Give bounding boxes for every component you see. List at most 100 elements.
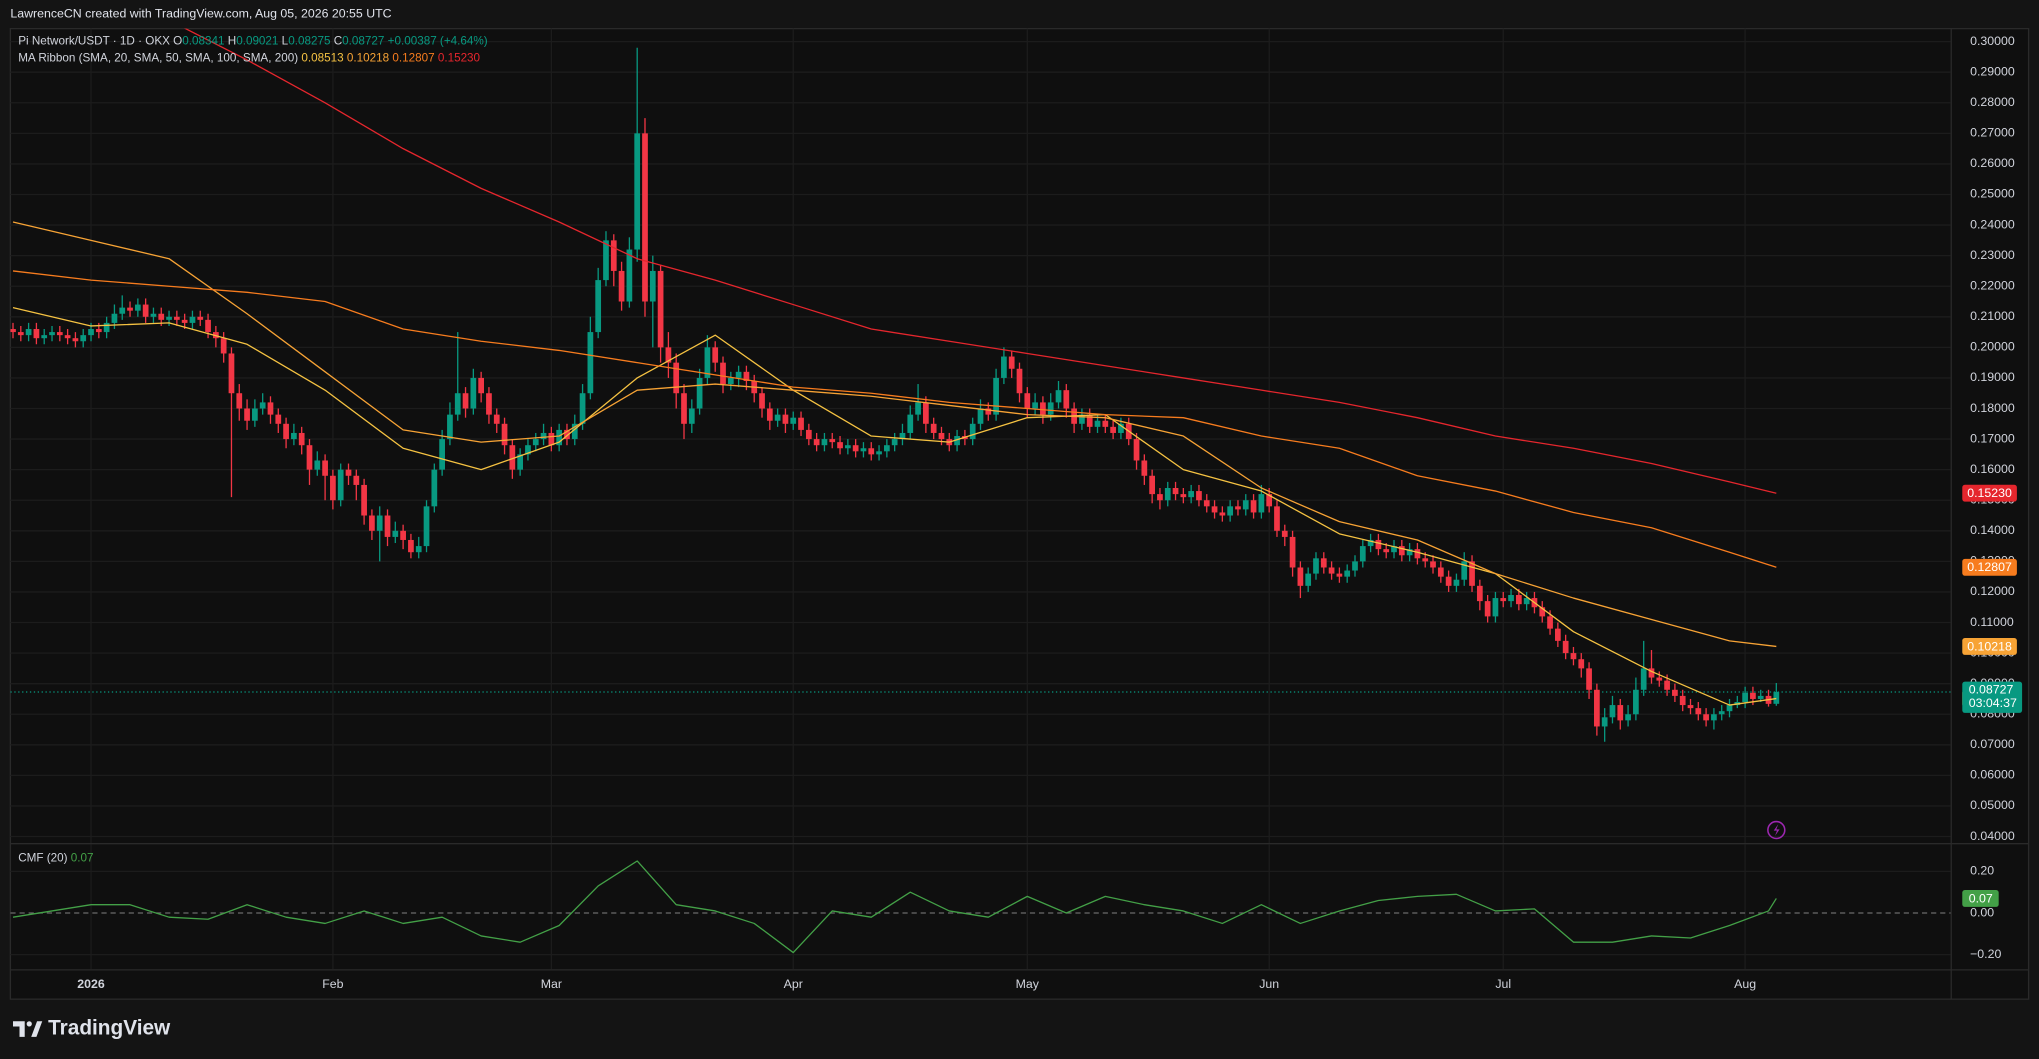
candle-body bbox=[876, 451, 882, 455]
candle-body bbox=[369, 515, 375, 531]
price-tag bbox=[1962, 637, 2017, 655]
candle-body bbox=[1219, 512, 1226, 516]
candle-body bbox=[1633, 689, 1639, 715]
candle-body bbox=[985, 408, 992, 415]
ma-line bbox=[12, 221, 1777, 648]
candle-body bbox=[298, 432, 305, 446]
candle-body bbox=[1274, 506, 1280, 531]
candle-body bbox=[1297, 567, 1304, 586]
candle-body bbox=[1492, 598, 1499, 617]
candle-body bbox=[1063, 390, 1070, 409]
price-tag-label: 0.10218 bbox=[1967, 639, 2012, 653]
change: +0.00387 (+4.64%) bbox=[388, 35, 488, 48]
y-tick-label: 0.05000 bbox=[1970, 798, 2015, 812]
candle-body bbox=[571, 423, 578, 440]
candle-body bbox=[1414, 549, 1421, 559]
candle-body bbox=[1258, 494, 1265, 513]
candle-body bbox=[205, 319, 211, 333]
candle-body bbox=[1164, 487, 1171, 501]
candle-body bbox=[1305, 573, 1312, 586]
ma-value: 0.15230 bbox=[438, 52, 481, 65]
cmf-line bbox=[12, 860, 1777, 954]
cmf-value: 0.07 bbox=[71, 852, 94, 865]
candle-body bbox=[759, 393, 765, 409]
candle-body bbox=[642, 133, 648, 302]
candle-body bbox=[1406, 549, 1413, 556]
candle-body bbox=[1227, 506, 1234, 516]
cmf-pane bbox=[12, 860, 1777, 954]
candle-body bbox=[470, 377, 477, 409]
ohlc-key: C bbox=[334, 35, 342, 48]
candle-body bbox=[1469, 561, 1475, 586]
candle-body bbox=[1648, 668, 1655, 678]
y-tick-label: 0.18000 bbox=[1970, 401, 2015, 415]
candle-body bbox=[189, 316, 196, 323]
candle-body bbox=[1352, 561, 1358, 571]
y-tick-label: 0.00 bbox=[1970, 905, 1994, 919]
candle-body bbox=[868, 448, 875, 455]
candle-body bbox=[1235, 506, 1241, 510]
current-price-tag bbox=[1962, 681, 2023, 713]
candle-body bbox=[181, 319, 188, 323]
y-tick-label: 0.25000 bbox=[1970, 187, 2015, 201]
candle-body bbox=[1250, 500, 1257, 513]
candle-body bbox=[1625, 714, 1631, 721]
candle-body bbox=[1617, 705, 1624, 721]
candle-body bbox=[540, 432, 547, 440]
candle-body bbox=[1523, 598, 1530, 605]
candle-body bbox=[1242, 500, 1249, 510]
ma-legend: MA Ribbon (SMA, 20, SMA, 50, SMA, 100, S… bbox=[18, 52, 480, 65]
candle-body bbox=[322, 460, 328, 476]
candle-body bbox=[595, 280, 602, 333]
ma-title: MA Ribbon (SMA, 20, SMA, 50, SMA, 100, S… bbox=[18, 52, 298, 65]
candle-body bbox=[1313, 558, 1319, 574]
candle-body bbox=[657, 270, 664, 348]
candle-body bbox=[275, 414, 282, 424]
y-tick-label: 0.07000 bbox=[1970, 737, 2015, 751]
candle-body bbox=[681, 393, 687, 424]
ohlc-key: H bbox=[228, 35, 236, 48]
candle-body bbox=[1032, 402, 1038, 409]
y-tick-label: 0.22000 bbox=[1970, 278, 2015, 292]
candle-body bbox=[1679, 695, 1686, 706]
candle-body bbox=[337, 469, 344, 501]
x-tick-label: Jul bbox=[1495, 977, 1511, 991]
candle-body bbox=[361, 484, 367, 516]
candle-body bbox=[1188, 491, 1195, 498]
brand: TradingView bbox=[48, 1017, 171, 1040]
candle-body bbox=[1328, 567, 1335, 574]
ohlc-value: 0.08727 bbox=[342, 35, 384, 48]
candle-body bbox=[291, 432, 297, 440]
y-tick-label: 0.11000 bbox=[1970, 615, 2014, 629]
candle-body bbox=[259, 402, 266, 409]
candle-body bbox=[673, 362, 680, 394]
ma-value: 0.12807 bbox=[392, 52, 434, 65]
candle-body bbox=[1609, 705, 1616, 718]
candle-body bbox=[173, 316, 180, 320]
candle-body bbox=[64, 335, 71, 339]
candle-body bbox=[1383, 549, 1390, 553]
candle-body bbox=[345, 469, 352, 476]
candle-body bbox=[142, 304, 149, 317]
candle-body bbox=[727, 377, 734, 385]
candle-body bbox=[1500, 598, 1507, 602]
candle-body bbox=[314, 460, 321, 470]
candle-body bbox=[1180, 494, 1187, 498]
ohlc-value: 0.08341 bbox=[182, 35, 224, 48]
candle-body bbox=[431, 469, 438, 507]
candle-body bbox=[884, 445, 890, 452]
candle-body bbox=[798, 417, 804, 430]
chart-area bbox=[9, 27, 2030, 1000]
candle-body bbox=[1149, 475, 1155, 495]
candle-body bbox=[1047, 402, 1054, 415]
candle-body bbox=[525, 445, 531, 455]
y-tick-label: 0.23000 bbox=[1970, 248, 2015, 262]
candle-body bbox=[111, 313, 118, 323]
alert-icon[interactable] bbox=[1767, 820, 1786, 840]
x-tick-label: Apr bbox=[784, 977, 803, 991]
candle-body bbox=[1281, 530, 1288, 537]
candle-body bbox=[1570, 653, 1577, 660]
candle-body bbox=[587, 332, 594, 394]
candle-body bbox=[782, 414, 789, 424]
candle-body bbox=[267, 402, 274, 415]
